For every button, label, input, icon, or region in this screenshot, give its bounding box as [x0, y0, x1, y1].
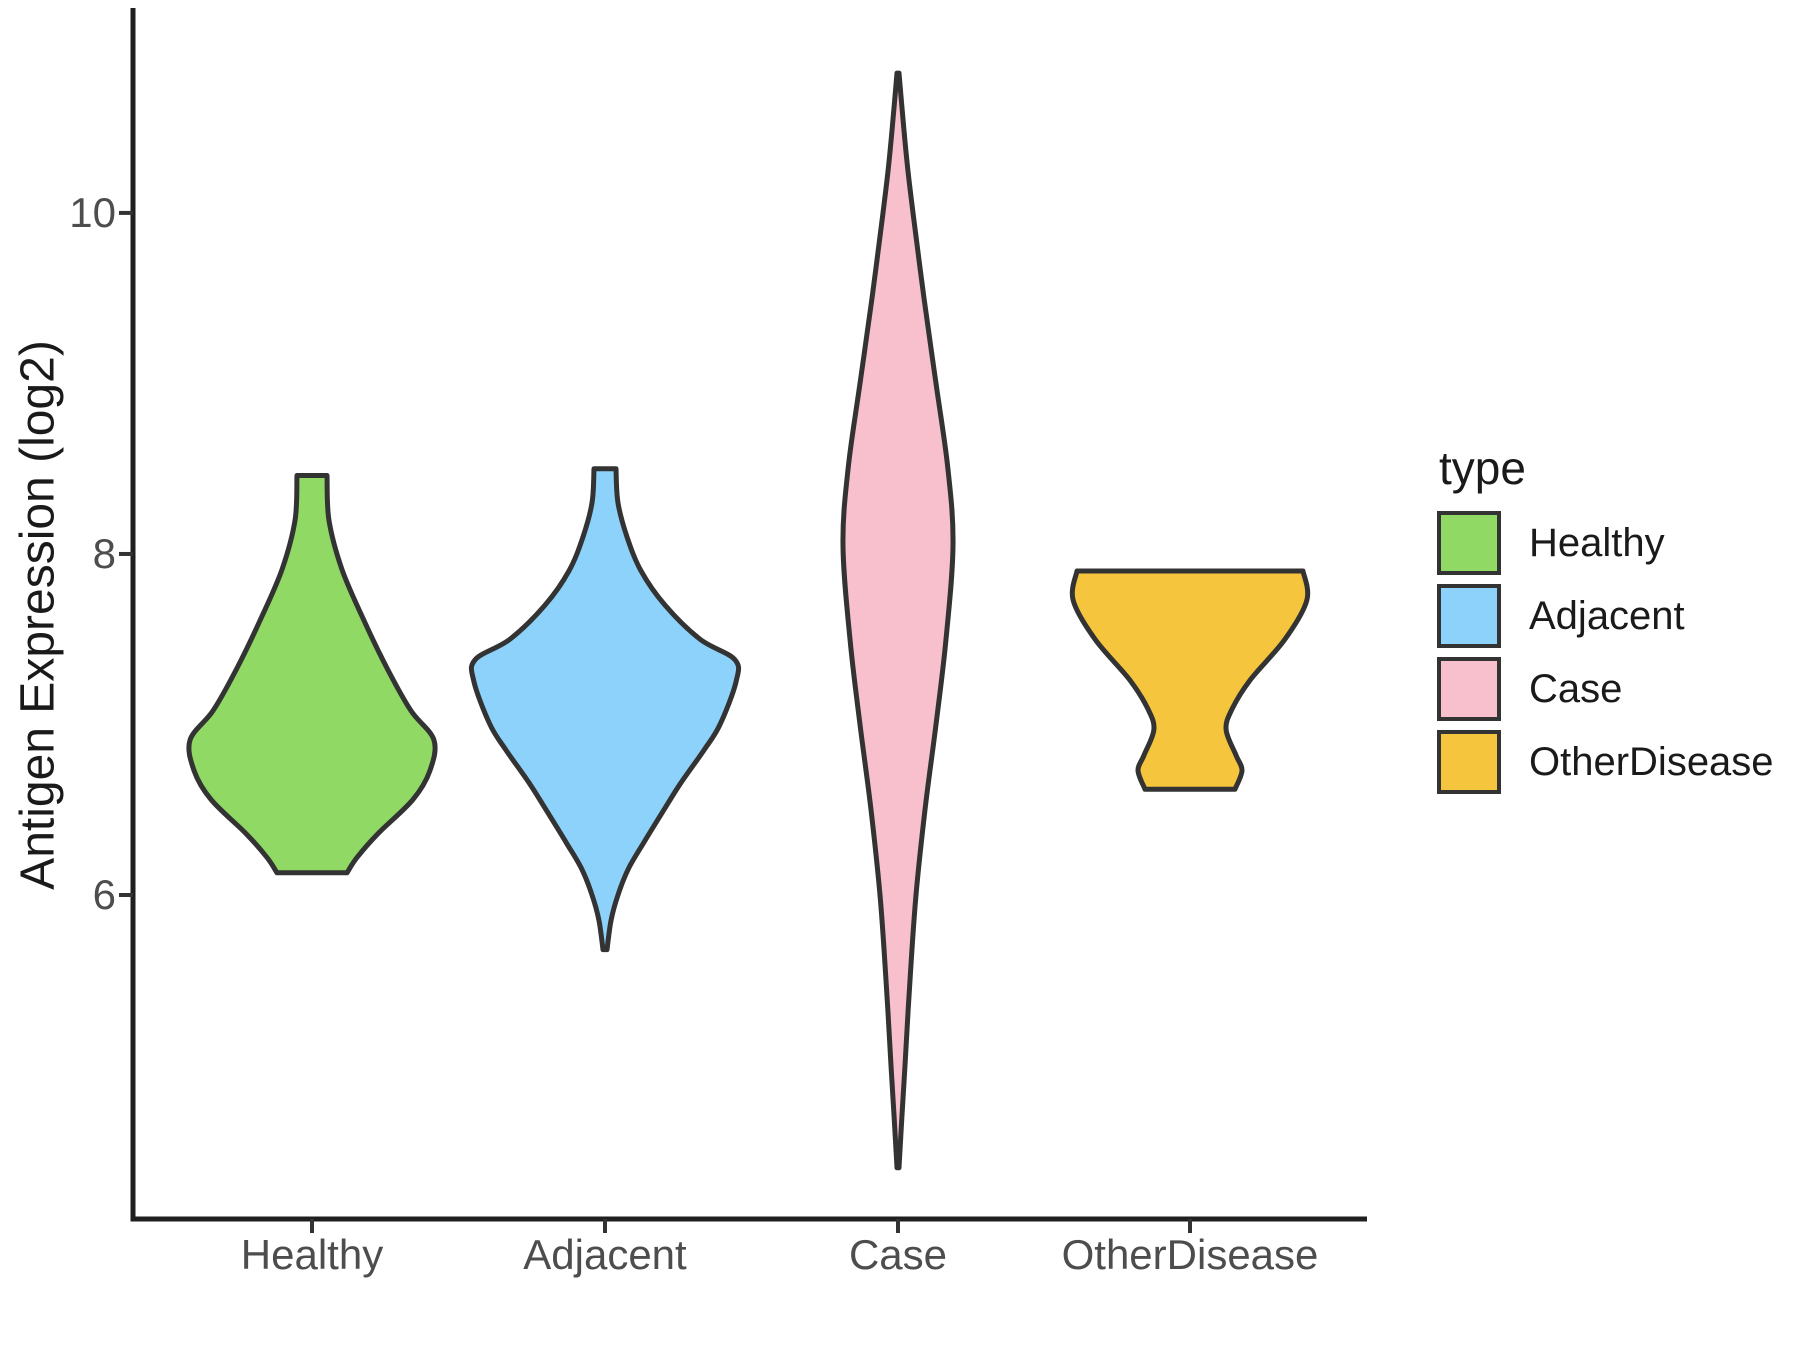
legend-key-swatch: [1437, 584, 1501, 648]
violin-adjacent: [468, 466, 742, 953]
legend-title: type: [1439, 442, 1526, 494]
x-tick-label-adjacent: Adjacent: [523, 1231, 687, 1278]
legend-key-swatch: [1437, 511, 1501, 575]
violin-case: [840, 70, 956, 1171]
legend: type Healthy Adjacent Case OtherDisease: [1437, 441, 1774, 803]
legend-entry-label: Healthy: [1529, 520, 1665, 565]
legend-key-swatch: [1437, 657, 1501, 721]
legend-entry-case: Case: [1437, 657, 1774, 721]
legend-key-swatch: [1437, 730, 1501, 794]
x-tick-label-case: Case: [848, 1231, 948, 1278]
x-tick-label-otherdisease: OtherDisease: [1061, 1231, 1319, 1278]
y-tick-label: 8: [92, 529, 116, 577]
violin-healthy: [186, 473, 438, 876]
violin-otherdisease: [1069, 568, 1311, 792]
x-tick-label-healthy: Healthy: [240, 1231, 384, 1278]
legend-entry-adjacent: Adjacent: [1437, 584, 1774, 648]
legend-entry-healthy: Healthy: [1437, 511, 1774, 575]
legend-entry-label: Case: [1529, 666, 1623, 711]
y-tick-label: 6: [92, 871, 116, 918]
y-axis-title: Antigen Expression (log2): [11, 340, 65, 890]
legend-entry-otherdisease: OtherDisease: [1437, 730, 1774, 794]
y-tick-label: 10: [69, 188, 116, 236]
legend-entry-label: Adjacent: [1529, 593, 1685, 638]
legend-entries: Healthy Adjacent Case OtherDisease: [1437, 511, 1774, 794]
legend-entry-label: OtherDisease: [1529, 739, 1774, 784]
